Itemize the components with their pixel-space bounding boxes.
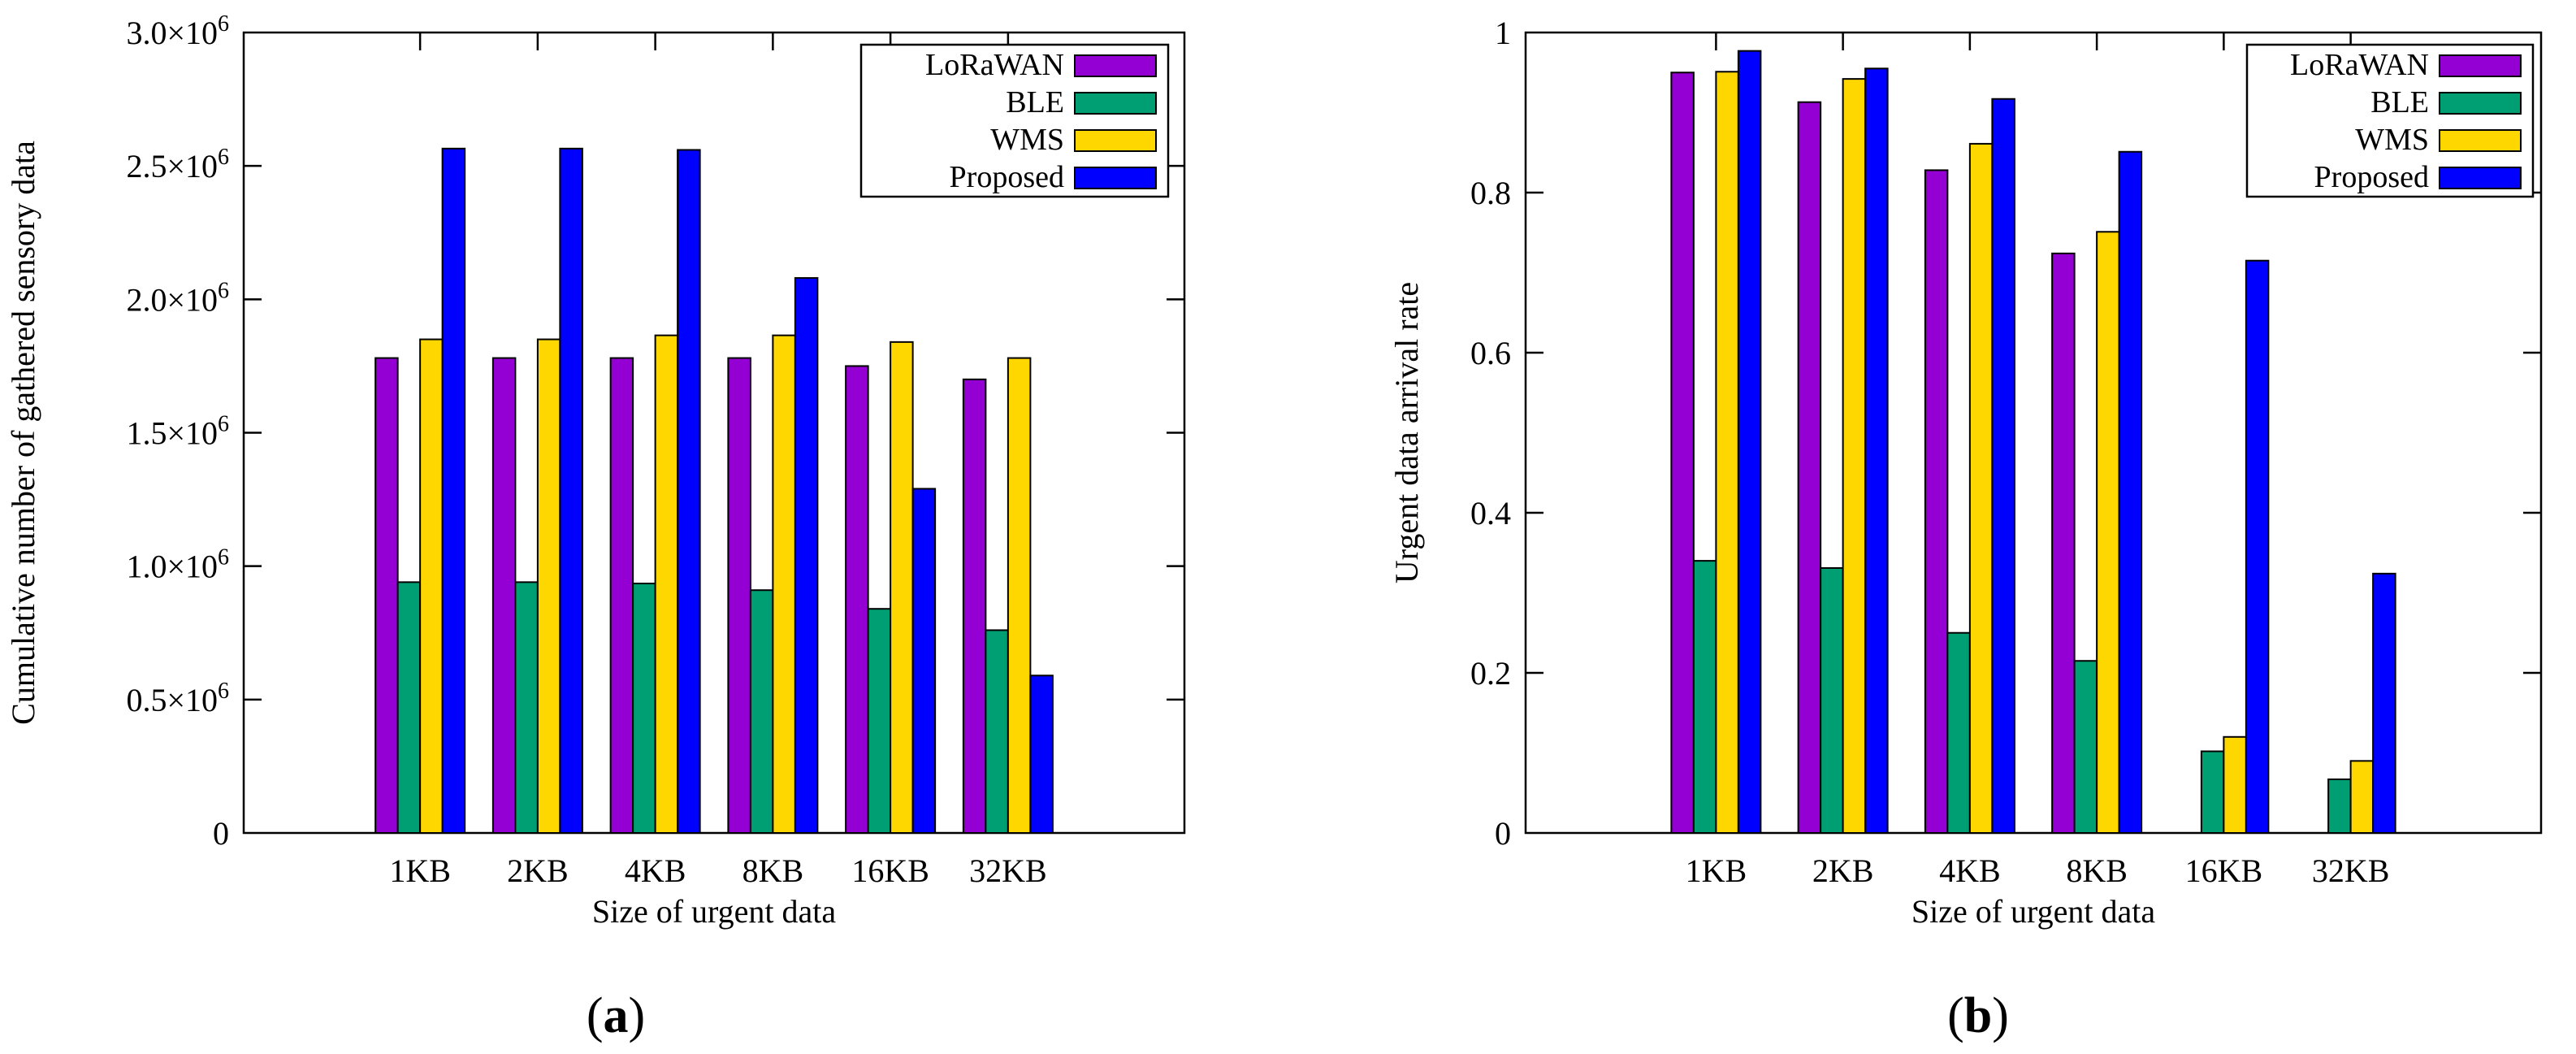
bar-lorawan-2kb (491, 357, 517, 835)
x-tick-label: 16KB (851, 852, 929, 889)
y-tick-label: 0.2 (1470, 655, 1511, 692)
bar-proposed-4kb (1991, 98, 2015, 834)
y-tick-label: 1.0×106 (126, 545, 229, 585)
y-axis-title: Urgent data arrival rate (1388, 282, 1425, 583)
bar-proposed-1kb (441, 147, 466, 834)
legend-swatch-proposed (1074, 167, 1157, 189)
legend-label: LoRaWAN (925, 48, 1064, 82)
bar-lorawan-16kb (845, 365, 869, 834)
legend-label: Proposed (2314, 160, 2429, 194)
bar-wms-4kb (1968, 142, 1994, 835)
bar-wms-32kb (1007, 357, 1032, 835)
chart-panel-b: 0 0.2 0.4 0.6 0.8 1 1KB 2KB 4KB 8KB 16KB 32KB LoRaWA… (1388, 15, 2543, 1043)
bar-lorawan-8kb (2051, 252, 2076, 834)
legend-label: WMS (2355, 123, 2429, 157)
bar-ble-1kb (396, 581, 422, 834)
y-tick-label: 1 (1495, 15, 1511, 51)
bar-wms-1kb (419, 338, 444, 835)
y-tick-label: 0.6 (1470, 335, 1511, 371)
x-tick-label: 32KB (2312, 852, 2390, 889)
bar-proposed-32kb (1029, 674, 1054, 834)
legend-label: BLE (1006, 85, 1064, 119)
bar-lorawan-4kb (609, 357, 634, 835)
legend-swatch-wms (1074, 129, 1157, 152)
bar-ble-32kb (985, 629, 1009, 835)
panel-label: (a) (587, 988, 645, 1043)
bar-ble-4kb (632, 583, 656, 835)
bar-ble-16kb (867, 608, 892, 834)
legend-swatch-lorawan (1074, 54, 1157, 77)
y-tick-label: 2.0×106 (126, 278, 229, 318)
x-axis-title: Size of urgent data (1911, 893, 2156, 930)
y-tick-label: 2.5×106 (126, 145, 229, 184)
legend-label: WMS (990, 123, 1064, 157)
bar-lorawan-32kb (962, 378, 987, 835)
y-tick-label: 0 (213, 815, 229, 852)
legend-swatch-proposed (2439, 167, 2522, 189)
bar-proposed-4kb (677, 149, 701, 834)
bar-ble-16kb (2200, 750, 2225, 835)
bar-proposed-16kb (911, 488, 937, 834)
bar-proposed-8kb (2118, 150, 2143, 834)
x-tick-label: 1KB (1686, 852, 1747, 889)
panel-label: (b) (1947, 988, 2009, 1043)
bar-wms-8kb (2096, 231, 2120, 834)
y-tick-label: 0.8 (1470, 175, 1511, 211)
bar-ble-4kb (1946, 631, 1971, 834)
bar-proposed-2kb (1864, 67, 1889, 834)
legend-swatch-wms (2439, 129, 2522, 152)
bar-wms-4kb (654, 334, 679, 834)
bar-lorawan-8kb (727, 357, 751, 835)
chart-panel-a: 0 0.5×106 1.0×106 1.5×106 2.0×106 2.5×106 3.0×… (5, 11, 1186, 1043)
x-tick-label: 8KB (2066, 852, 2128, 889)
plot-frame (1524, 31, 2543, 835)
bar-wms-16kb (2223, 735, 2247, 834)
x-tick-label: 1KB (389, 852, 451, 889)
y-axis-title: Cumulative number of gathered sensory da… (5, 141, 41, 725)
bar-wms-2kb (1842, 78, 1867, 834)
bar-ble-2kb (514, 581, 539, 834)
bar-lorawan-2kb (1797, 101, 1822, 834)
x-tick-label: 2KB (1812, 852, 1874, 889)
y-tick-label: 0.4 (1470, 495, 1511, 531)
bar-wms-8kb (772, 334, 796, 834)
bar-lorawan-1kb (374, 357, 399, 835)
bar-lorawan-1kb (1670, 72, 1695, 834)
y-tick-label: 0 (1495, 815, 1511, 852)
bar-proposed-2kb (559, 147, 583, 834)
x-tick-label: 2KB (507, 852, 569, 889)
x-tick-label: 16KB (2185, 852, 2263, 889)
x-tick-label: 32KB (969, 852, 1047, 889)
legend-label: Proposed (950, 160, 1064, 194)
legend-label: BLE (2370, 85, 2429, 119)
bar-ble-32kb (2327, 779, 2352, 835)
x-tick-label: 4KB (625, 852, 686, 889)
legend-swatch-ble (2439, 92, 2522, 115)
bar-wms-1kb (1715, 71, 1739, 834)
y-tick-label: 0.5×106 (126, 679, 229, 718)
x-axis-title: Size of urgent data (592, 893, 837, 930)
y-tick-label: 1.5×106 (126, 412, 229, 452)
bar-proposed-1kb (1737, 50, 1762, 834)
bar-lorawan-4kb (1924, 169, 1949, 835)
x-tick-label: 4KB (1939, 852, 2001, 889)
bar-proposed-8kb (794, 277, 819, 835)
bar-proposed-16kb (2245, 259, 2270, 835)
bar-wms-2kb (536, 338, 561, 835)
bar-wms-32kb (2349, 760, 2375, 834)
bar-ble-8kb (749, 589, 774, 834)
legend-swatch-ble (1074, 92, 1157, 115)
legend-swatch-lorawan (2439, 54, 2522, 77)
y-tick-label: 3.0×106 (126, 11, 229, 51)
bar-proposed-32kb (2372, 572, 2396, 834)
legend-label: LoRaWAN (2290, 48, 2429, 82)
bar-ble-1kb (1692, 560, 1717, 834)
bar-ble-2kb (1820, 566, 1844, 835)
bar-ble-8kb (2073, 660, 2098, 834)
bar-wms-16kb (890, 340, 914, 835)
x-tick-label: 8KB (742, 852, 804, 889)
